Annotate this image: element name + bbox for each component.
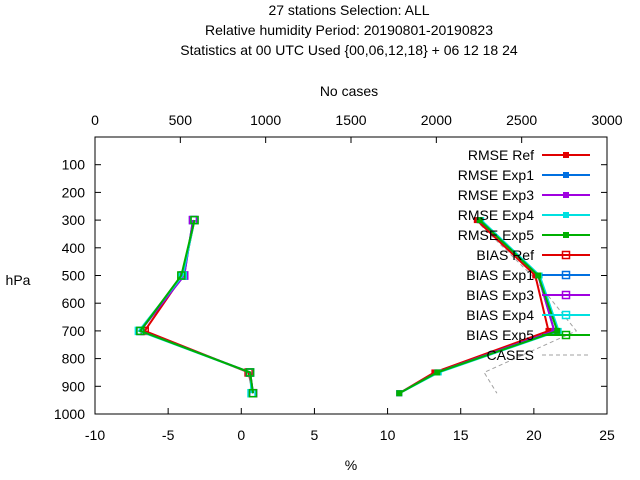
chart-title-line: Relative humidity Period: 20190801-20190… (205, 22, 493, 38)
chart-title-line: 27 stations Selection: ALL (268, 2, 429, 18)
legend-label-cases: CASES (487, 347, 534, 363)
legend-swatch-marker (563, 212, 569, 218)
legend-swatch-marker (561, 330, 571, 340)
series-bias-exp1 (136, 215, 258, 398)
legend-swatch-marker (561, 310, 571, 320)
data-point (535, 272, 542, 279)
x-axis-label: % (345, 457, 357, 473)
y-tick-label: 100 (62, 157, 86, 173)
x2-tick-label: 3000 (591, 112, 622, 128)
legend-label: RMSE Exp4 (458, 207, 534, 223)
data-point (190, 215, 199, 225)
data-point (554, 327, 561, 334)
legend-label: BIAS Exp4 (466, 307, 534, 323)
data-point (245, 368, 255, 377)
legend: RMSE Ref RMSE Exp1 RMSE Exp3 RMSE Exp4 RMSE … (458, 147, 590, 363)
legend-swatch-marker (563, 152, 569, 158)
x2-tick-label: 1500 (335, 112, 366, 128)
y-tick-label: 1000 (54, 406, 85, 422)
data-series (134, 215, 562, 398)
legend-label: BIAS Exp5 (466, 327, 534, 343)
y-axis-label: hPa (6, 272, 31, 288)
y-tick-label: 900 (62, 378, 86, 394)
x2-tick-label: 1000 (250, 112, 281, 128)
x-tick-label: -5 (162, 427, 175, 443)
chart-title-line: Statistics at 00 UTC Used {00,06,12,18} … (180, 42, 518, 58)
series-bias-exp4 (134, 215, 256, 398)
x2-tick-label: 500 (169, 112, 193, 128)
legend-label: BIAS Ref (476, 247, 534, 263)
legend-label: RMSE Exp1 (458, 167, 534, 183)
legend-swatch-marker (561, 290, 571, 300)
chart-title: 27 stations Selection: ALL Relative humid… (180, 2, 518, 58)
legend-label: RMSE Exp5 (458, 227, 534, 243)
legend-swatch-marker (561, 270, 571, 280)
x-tick-label: 25 (599, 427, 615, 443)
data-point (136, 326, 145, 336)
data-point (476, 217, 483, 224)
series-rmse-exp5 (396, 217, 561, 397)
x-tick-label: 10 (380, 427, 396, 443)
x-axis-ticks: -10 -5 0 5 10 15 20 25 (85, 408, 615, 443)
series-bias-exp3 (136, 215, 258, 398)
data-point (396, 390, 403, 397)
data-point (248, 388, 258, 398)
x-tick-label: 0 (237, 427, 245, 443)
series-bias-exp5 (136, 215, 258, 398)
x2-tick-label: 2000 (421, 112, 452, 128)
legend-label: BIAS Exp3 (466, 287, 534, 303)
y-tick-label: 800 (62, 351, 86, 367)
legend-swatch-marker (563, 172, 569, 178)
y-tick-label: 600 (62, 295, 86, 311)
y-tick-label: 200 (62, 184, 86, 200)
x-tick-label: 5 (311, 427, 319, 443)
cases-line (475, 219, 578, 394)
legend-label: RMSE Exp3 (458, 187, 534, 203)
x-tick-label: -10 (85, 427, 105, 443)
legend-swatch-marker (563, 232, 569, 238)
y-tick-label: 400 (62, 240, 86, 256)
x2-tick-label: 0 (91, 112, 99, 128)
legend-label: RMSE Ref (468, 147, 534, 163)
x2-axis-ticks: 0 500 1000 1500 2000 2500 3000 (91, 112, 623, 143)
x-tick-label: 20 (526, 427, 542, 443)
data-point (177, 271, 186, 280)
x-tick-label: 15 (453, 427, 469, 443)
series-line (138, 219, 254, 394)
y-axis-ticks: 100 200 300 400 500 600 700 800 900 1000 (54, 157, 607, 422)
y-tick-label: 500 (62, 268, 86, 284)
cases-series (475, 219, 578, 394)
legend-label: BIAS Exp1 (466, 267, 534, 283)
legend-swatch-marker (561, 250, 571, 260)
legend-swatch-marker (563, 192, 569, 198)
data-point (545, 327, 552, 334)
y-tick-label: 700 (62, 323, 86, 339)
x2-axis-label: No cases (320, 83, 378, 99)
x2-tick-label: 2500 (506, 112, 537, 128)
y-tick-label: 300 (62, 212, 86, 228)
data-point (434, 369, 441, 376)
